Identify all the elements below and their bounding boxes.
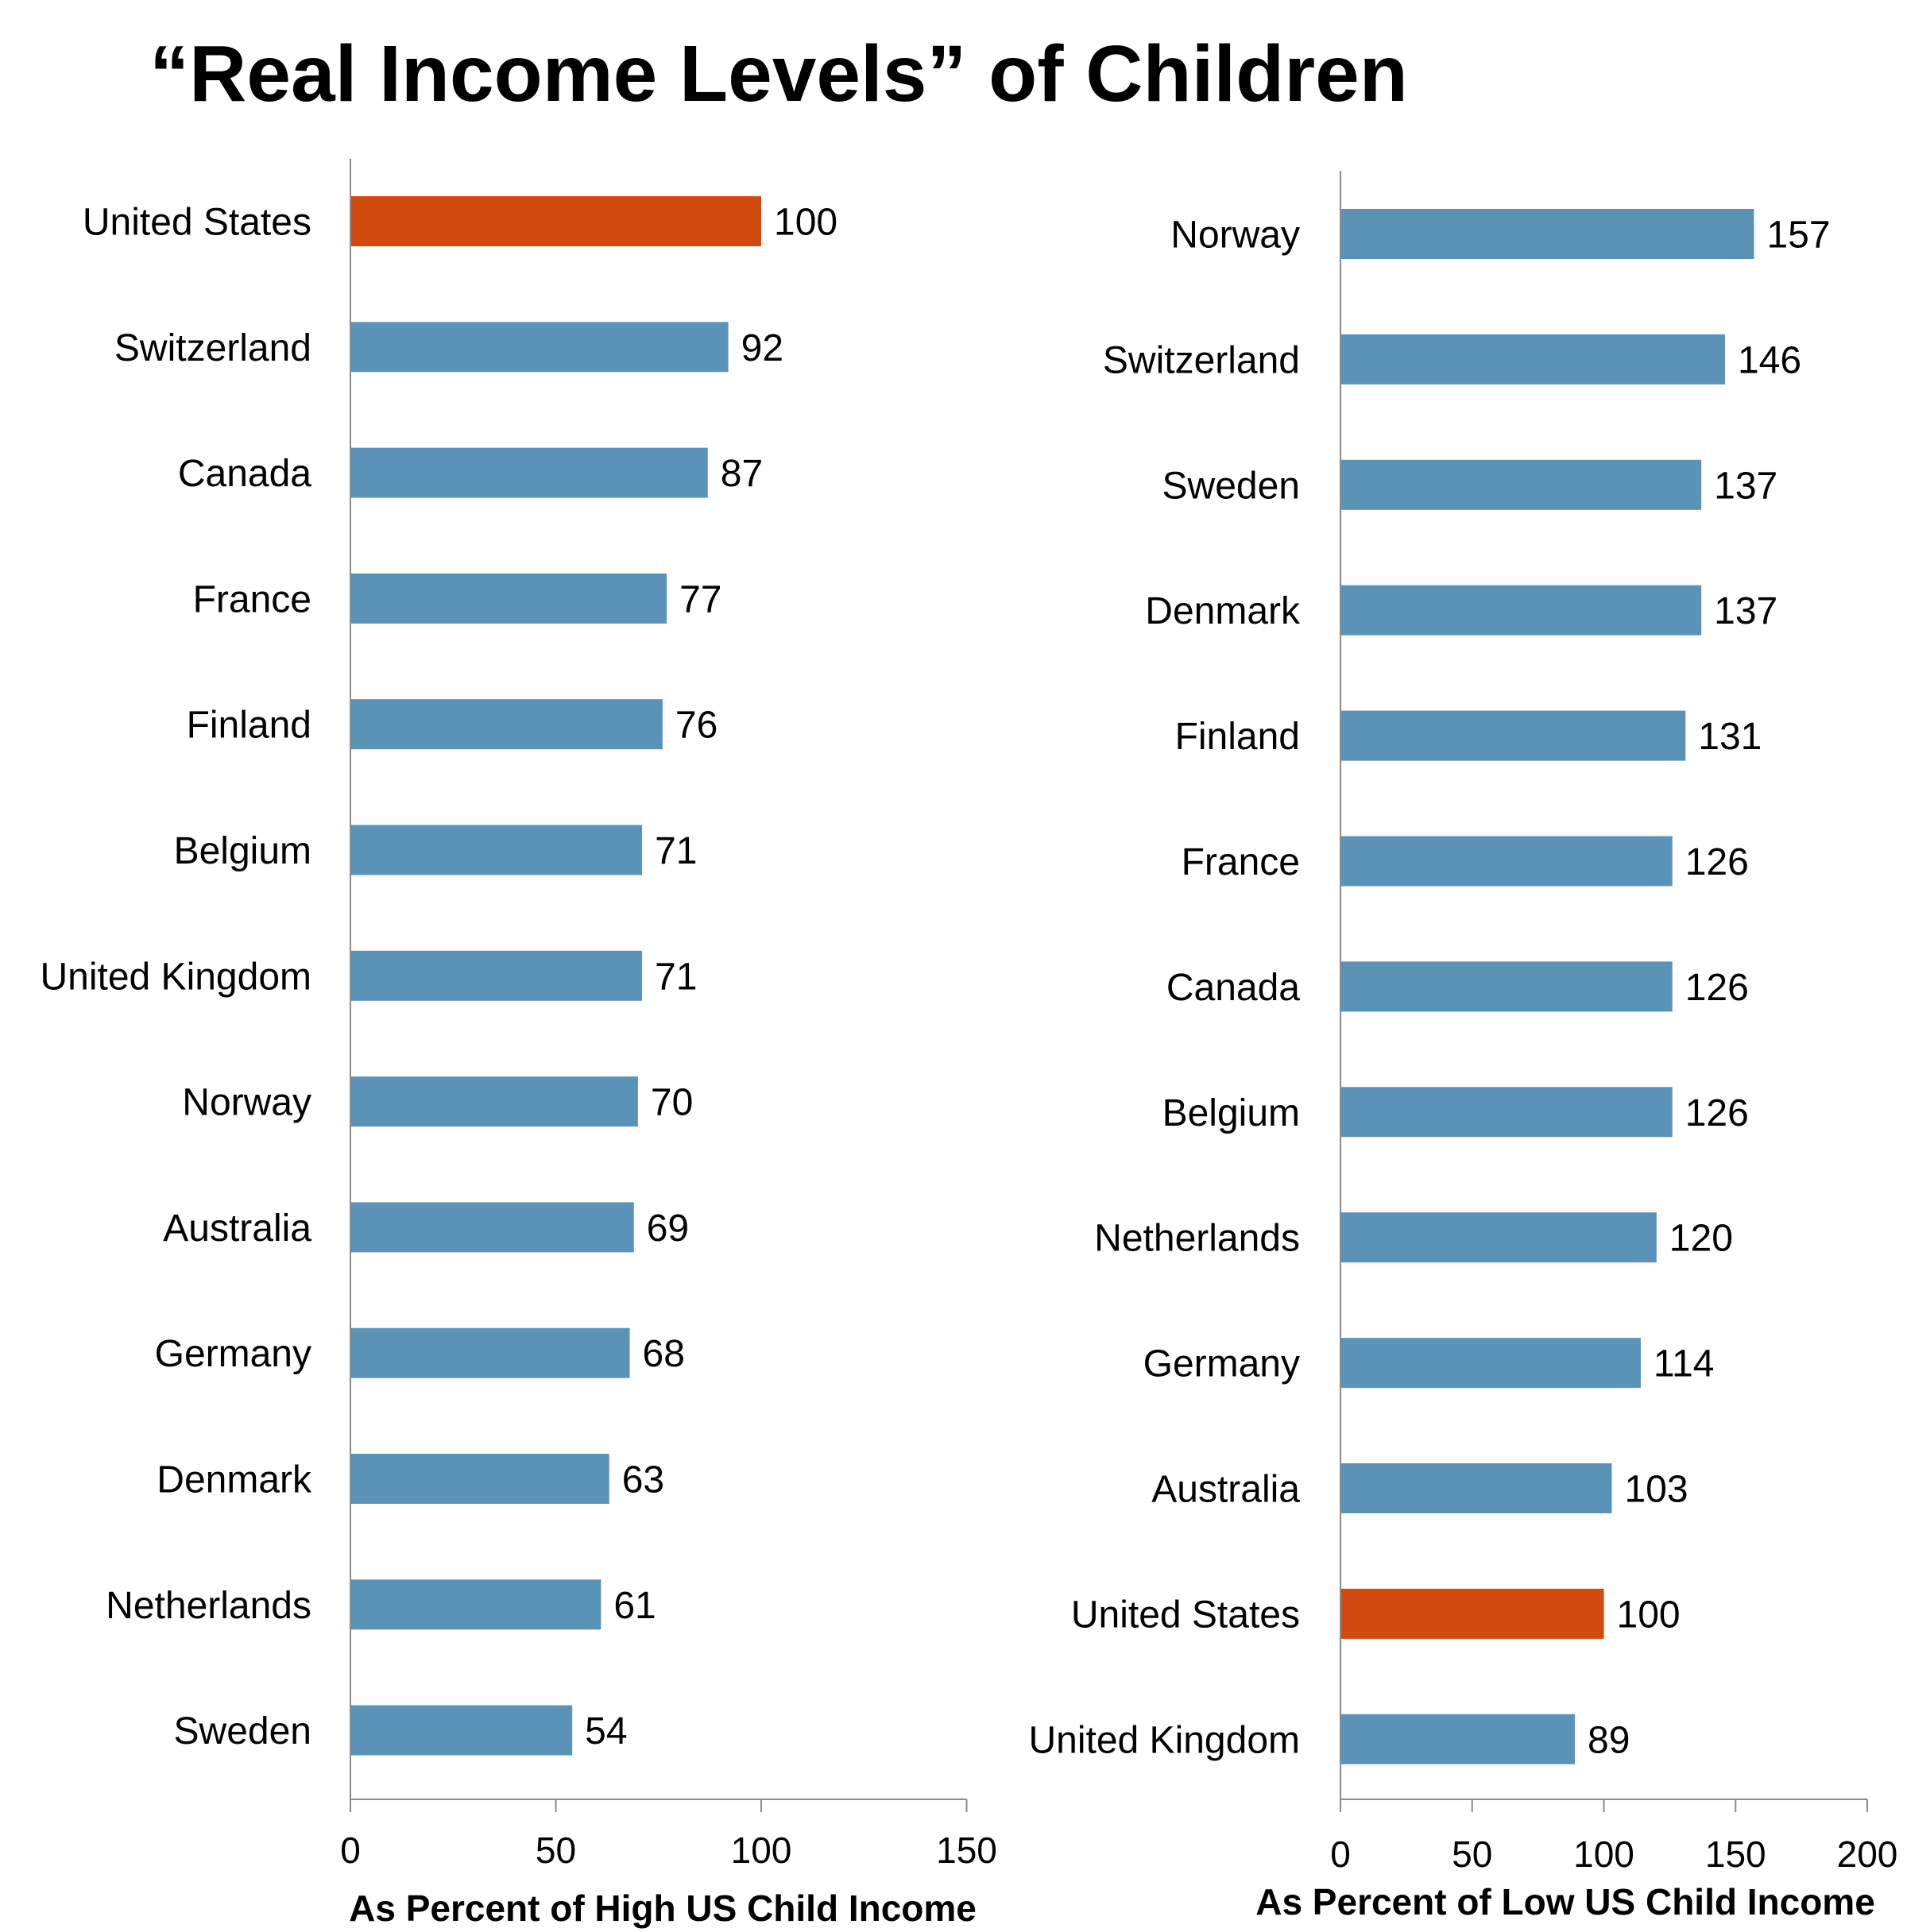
right-tick-label: 200 (1837, 1833, 1898, 1875)
left-value-label: 70 (651, 1082, 693, 1124)
left-category-label: Belgium (174, 830, 311, 872)
right-value-label: 126 (1685, 841, 1749, 883)
left-bar-united-states (350, 196, 761, 246)
right-category-label: Belgium (1162, 1092, 1300, 1134)
left-tick-label: 100 (731, 1830, 792, 1871)
left-tick-label: 0 (340, 1830, 361, 1871)
left-value-label: 54 (585, 1710, 627, 1752)
left-value-label: 77 (679, 578, 721, 620)
right-category-label: United States (1071, 1594, 1300, 1636)
left-value-label: 68 (643, 1333, 685, 1375)
left-category-label: Norway (182, 1082, 311, 1124)
left-bar-chart: United States 100 Switzerland 92 Canada 87 Fra… (40, 159, 997, 1929)
right-bar-united-kingdom (1340, 1714, 1576, 1764)
left-value-label: 92 (741, 327, 783, 369)
left-category-label: Sweden (174, 1710, 311, 1752)
left-value-label: 76 (675, 705, 718, 747)
right-value-label: 114 (1654, 1343, 1715, 1385)
left-bar-norway (350, 1076, 638, 1127)
right-bar-chart: Norway 157 Switzerland 146 Sweden 137 Denmark 1… (1028, 171, 1897, 1922)
left-category-label: Finland (187, 705, 311, 747)
right-tick-label: 0 (1330, 1833, 1351, 1875)
left-tick-label: 50 (536, 1830, 576, 1871)
left-bar-switzerland (350, 322, 729, 373)
right-bar-norway (1340, 209, 1754, 259)
right-category-label: Switzerland (1103, 339, 1300, 381)
left-value-label: 87 (721, 453, 763, 495)
right-category-label: Netherlands (1094, 1218, 1300, 1260)
right-value-label: 126 (1685, 967, 1749, 1009)
right-category-label: France (1182, 841, 1300, 883)
right-bar-sweden (1340, 459, 1702, 510)
right-category-label: United Kingdom (1028, 1719, 1300, 1761)
right-bar-finland (1340, 710, 1686, 761)
right-value-label: 100 (1617, 1594, 1681, 1636)
right-category-label: Finland (1175, 716, 1300, 758)
left-bar-belgium (350, 825, 643, 875)
right-tick-label: 50 (1452, 1833, 1492, 1875)
right-bar-canada (1340, 961, 1673, 1012)
right-value-label: 146 (1738, 339, 1801, 381)
right-value-label: 120 (1669, 1218, 1733, 1260)
right-value-label: 103 (1624, 1469, 1688, 1511)
left-bar-united-kingdom (350, 950, 643, 1001)
left-bar-sweden (350, 1705, 573, 1756)
right-category-label: Denmark (1145, 590, 1301, 632)
right-value-label: 137 (1714, 465, 1777, 507)
right-value-label: 131 (1698, 716, 1762, 758)
left-axis-title: As Percent of High US Child Income (349, 1888, 977, 1929)
right-bar-netherlands (1340, 1212, 1657, 1263)
left-bar-denmark (350, 1454, 609, 1504)
left-category-label: Australia (163, 1208, 311, 1250)
left-value-label: 63 (622, 1459, 664, 1501)
left-bar-netherlands (350, 1579, 601, 1630)
left-category-label: Denmark (157, 1459, 312, 1501)
left-category-label: United States (83, 202, 311, 244)
right-bar-united-states (1340, 1588, 1604, 1639)
right-value-label: 126 (1685, 1092, 1749, 1134)
left-category-label: Canada (178, 453, 311, 495)
left-value-label: 69 (647, 1208, 689, 1250)
left-category-label: United Kingdom (40, 956, 311, 998)
right-category-label: Norway (1170, 214, 1300, 257)
left-bar-finland (350, 699, 663, 750)
left-bar-germany (350, 1327, 630, 1378)
left-value-label: 100 (774, 202, 837, 244)
right-value-label: 157 (1766, 214, 1830, 257)
right-bar-australia (1340, 1463, 1612, 1513)
left-bar-france (350, 573, 667, 624)
right-category-label: Australia (1151, 1469, 1300, 1511)
left-value-label: 71 (655, 830, 697, 872)
left-category-label: Switzerland (114, 327, 311, 369)
right-bar-germany (1340, 1338, 1641, 1389)
right-value-label: 89 (1588, 1719, 1630, 1761)
left-value-label: 61 (613, 1585, 656, 1627)
right-tick-label: 150 (1705, 1833, 1766, 1875)
page-title: “Real Income Levels” of Children (149, 29, 1408, 118)
right-value-label: 137 (1714, 590, 1777, 632)
left-category-label: Netherlands (106, 1585, 311, 1627)
right-bar-france (1340, 836, 1673, 887)
left-tick-label: 150 (936, 1830, 997, 1871)
left-bar-australia (350, 1202, 634, 1253)
left-bar-canada (350, 447, 708, 498)
right-tick-label: 100 (1573, 1833, 1634, 1875)
left-category-label: France (193, 578, 311, 620)
right-bar-belgium (1340, 1087, 1673, 1138)
left-value-label: 71 (655, 956, 697, 998)
left-category-label: Germany (155, 1333, 311, 1375)
right-bar-switzerland (1340, 334, 1725, 384)
right-category-label: Canada (1166, 967, 1300, 1009)
right-bar-denmark (1340, 585, 1702, 636)
right-category-label: Germany (1143, 1343, 1300, 1385)
right-category-label: Sweden (1162, 465, 1300, 507)
right-axis-title: As Percent of Low US Child Income (1255, 1881, 1875, 1922)
